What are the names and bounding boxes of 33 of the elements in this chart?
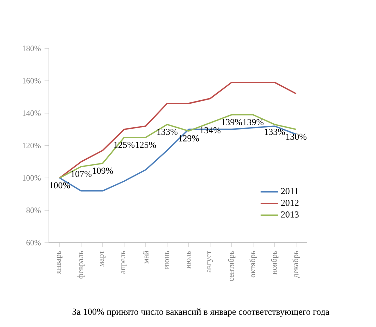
- legend-label: 2013: [281, 212, 299, 218]
- y-tick-label: 160%: [22, 78, 41, 84]
- legend-label: 2011: [281, 188, 298, 195]
- y-tick-label: 180%: [22, 46, 41, 52]
- x-tick-label: май: [143, 251, 149, 264]
- data-label: 100%: [50, 182, 70, 189]
- x-tick-label: январь: [57, 251, 63, 274]
- y-tick-label: 60%: [26, 240, 41, 246]
- data-label: 139%: [222, 119, 242, 126]
- x-tick-label: декабрь: [292, 251, 300, 278]
- data-label: 133%: [265, 129, 286, 136]
- data-label: 109%: [93, 168, 114, 174]
- y-tick-label: 120%: [22, 143, 41, 149]
- x-tick-label: июнь: [165, 251, 170, 270]
- y-tick-label: 80%: [26, 208, 41, 214]
- x-tick-label: апрель: [122, 251, 128, 274]
- text: За 100% принято число вакансий в январе соответствующего года: [72, 308, 330, 318]
- data-label: 139%: [244, 119, 264, 126]
- data-label: 129%: [179, 136, 200, 142]
- x-tick-label: февраль: [78, 251, 86, 279]
- x-tick-label: август: [208, 251, 214, 273]
- x-tick-label: сентябрь: [228, 251, 236, 282]
- x-tick-label: октябрь: [250, 251, 258, 278]
- legend-label: 2012: [281, 200, 299, 206]
- data-label: 107%: [72, 171, 92, 178]
- data-label: 125%: [136, 142, 156, 148]
- y-tick-label: 100%: [22, 176, 41, 182]
- x-tick-label: ноябрь: [271, 251, 279, 275]
- x-tick-label: март: [100, 251, 106, 267]
- data-label: 130%: [286, 134, 307, 140]
- data-label: 133%: [158, 129, 178, 136]
- x-tick-label: июль: [186, 251, 191, 269]
- y-tick-label: 140%: [22, 110, 41, 116]
